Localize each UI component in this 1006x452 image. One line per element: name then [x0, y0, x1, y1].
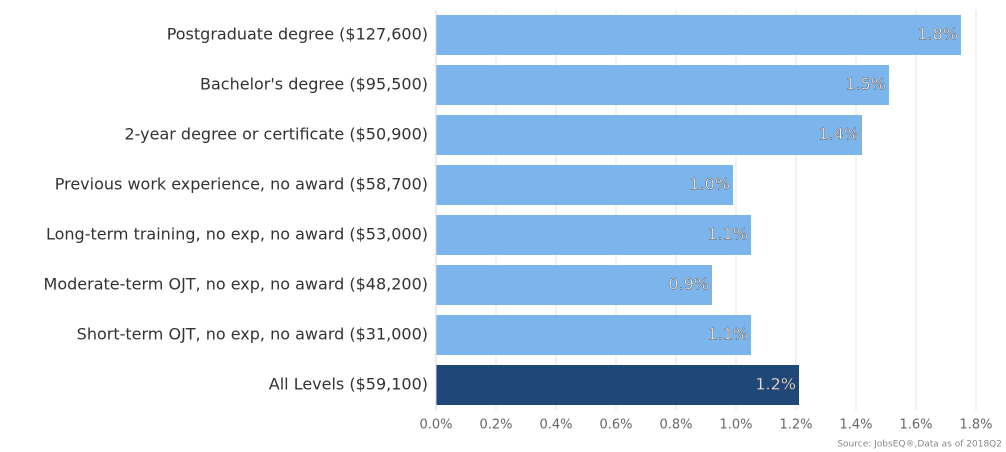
x-tick-label: 1.0%	[719, 418, 752, 433]
y-tick-label: Moderate-term OJT, no exp, no award ($48…	[44, 275, 428, 294]
data-label: 1.0%	[689, 175, 730, 194]
bar	[436, 265, 712, 305]
bar	[436, 15, 961, 55]
y-tick-label: Previous work experience, no award ($58,…	[55, 175, 428, 194]
x-tick-label: 0.4%	[539, 418, 572, 433]
y-tick-label: All Levels ($59,100)	[269, 375, 428, 394]
x-tick-label: 0.2%	[479, 418, 512, 433]
data-label: 1.1%	[707, 325, 748, 344]
x-tick-label: 1.4%	[839, 418, 872, 433]
y-tick-label: Postgraduate degree ($127,600)	[167, 25, 428, 44]
data-label: 0.9%	[668, 275, 709, 294]
x-tick-label: 1.2%	[779, 418, 812, 433]
data-label: 1.5%	[845, 75, 886, 94]
bar	[436, 315, 751, 355]
bar	[436, 215, 751, 255]
y-tick-label: Short-term OJT, no exp, no award ($31,00…	[77, 325, 428, 344]
x-tick-label: 1.6%	[899, 418, 932, 433]
y-tick-label: Long-term training, no exp, no award ($5…	[46, 225, 428, 244]
x-tick-label: 0.6%	[599, 418, 632, 433]
data-label: 1.1%	[707, 225, 748, 244]
data-label: 1.2%	[755, 375, 796, 394]
bar	[436, 365, 799, 405]
x-tick-label: 0.8%	[659, 418, 692, 433]
data-label: 1.8%	[917, 25, 958, 44]
y-tick-label: 2-year degree or certificate ($50,900)	[124, 125, 428, 144]
source-note: Source: JobsEQ®,Data as of 2018Q2	[837, 440, 1002, 450]
x-tick-label: 1.8%	[959, 418, 992, 433]
bar	[436, 115, 862, 155]
data-label: 1.4%	[818, 125, 859, 144]
x-tick-label: 0.0%	[419, 418, 452, 433]
y-tick-label: Bachelor's degree ($95,500)	[200, 75, 428, 94]
bar	[436, 165, 733, 205]
bar	[436, 65, 889, 105]
